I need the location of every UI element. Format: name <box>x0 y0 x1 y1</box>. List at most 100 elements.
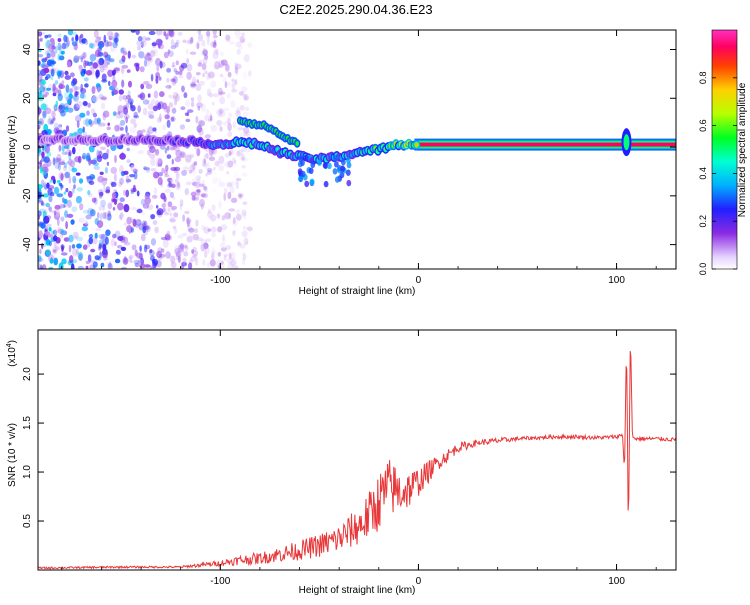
speckle-point <box>147 126 154 135</box>
speckle-point <box>158 172 163 177</box>
speckle-point <box>70 219 75 225</box>
speckle-point <box>60 173 64 181</box>
speckle-point <box>38 191 42 199</box>
speckle-point <box>133 123 137 128</box>
speckle-point <box>75 34 79 42</box>
speckle-point <box>94 218 100 225</box>
speckle-point <box>72 248 78 257</box>
speckle-point <box>48 206 53 213</box>
speckle-point <box>236 124 243 131</box>
speckle-point <box>179 124 185 130</box>
speckle-point <box>203 154 206 161</box>
speckle-point <box>57 218 60 227</box>
speckle-point <box>166 154 172 160</box>
speckle-point <box>222 76 227 83</box>
speckle-point <box>72 146 76 155</box>
speckle-point <box>200 243 205 252</box>
smear-blob <box>345 169 351 176</box>
speckle-point <box>45 73 51 79</box>
speckle-point <box>234 63 242 70</box>
branch-blob-core <box>295 141 300 146</box>
speckle-point <box>213 48 219 54</box>
speckle-point <box>174 146 180 152</box>
speckle-point <box>85 214 92 220</box>
speckle-point <box>40 116 46 121</box>
colorbar-tick-label: 0.2 <box>698 215 708 228</box>
speckle-point <box>155 57 161 67</box>
spectrogram-y-axis-label: Frequency (Hz) <box>7 116 18 185</box>
speckle-point <box>71 166 75 171</box>
speckle-point <box>46 151 52 157</box>
speckle-point <box>94 255 100 261</box>
speckle-point <box>58 144 62 152</box>
speckle-point <box>198 80 206 86</box>
speckle-point <box>82 223 88 227</box>
speckle-point <box>234 78 238 86</box>
speckle-point <box>201 162 208 168</box>
speckle-point <box>90 159 97 165</box>
speckle-point <box>176 181 181 188</box>
speckle-point <box>163 51 169 59</box>
speckle-point <box>190 97 195 102</box>
speckle-point <box>225 81 231 87</box>
speckle-point <box>206 262 211 268</box>
speckle-point <box>93 117 98 125</box>
smear-blob <box>341 159 346 166</box>
speckle-point <box>171 77 177 86</box>
speckle-point <box>197 33 204 42</box>
speckle-point <box>245 241 249 245</box>
speckle-point <box>177 31 183 36</box>
speckle-point <box>218 200 223 209</box>
speckle-point <box>231 83 236 89</box>
speckle-point <box>45 215 52 220</box>
speckle-point <box>121 55 126 63</box>
speckle-point <box>182 232 187 237</box>
speckle-point <box>144 224 151 233</box>
speckle-point <box>175 251 182 258</box>
speckle-point <box>60 184 64 189</box>
speckle-point <box>168 50 174 57</box>
speckle-point <box>53 122 59 131</box>
speckle-point <box>175 93 180 102</box>
speckle-point <box>156 30 163 36</box>
speckle-point <box>195 83 202 92</box>
speckle-point <box>43 156 50 164</box>
snr-line <box>38 351 676 570</box>
speckle-point <box>128 226 132 235</box>
speckle-point <box>196 40 201 49</box>
speckle-point <box>75 91 80 96</box>
speckle-point <box>83 77 89 82</box>
speckle-point <box>93 30 99 39</box>
speckle-point <box>151 171 155 176</box>
speckle-point <box>38 195 42 203</box>
speckle-point <box>223 255 227 261</box>
speckle-point <box>134 249 138 257</box>
speckle-point <box>96 149 100 158</box>
speckle-point <box>172 95 176 100</box>
speckle-point <box>231 78 235 83</box>
speckle-point <box>223 192 226 201</box>
speckle-point <box>111 91 115 97</box>
speckle-point <box>43 234 47 242</box>
speckle-point <box>188 37 193 46</box>
speckle-point <box>167 207 171 213</box>
speckle-point <box>231 79 235 86</box>
speckle-point <box>151 194 158 199</box>
speckle-point <box>239 36 246 44</box>
speckle-point <box>46 87 52 91</box>
speckle-point <box>63 162 67 168</box>
speckle-point <box>56 179 61 184</box>
speckle-point <box>164 188 172 193</box>
speckle-point <box>197 237 204 242</box>
speckle-point <box>239 154 246 161</box>
speckle-point <box>210 214 217 222</box>
speckle-point <box>238 91 245 96</box>
speckle-point <box>111 192 117 199</box>
speckle-point <box>195 115 199 124</box>
speckle-point <box>238 194 243 200</box>
snr-frame <box>37 329 677 571</box>
speckle-point <box>125 116 129 124</box>
speckle-point <box>57 163 61 171</box>
speckle-point <box>43 182 47 189</box>
snr-x-tick-label: 0 <box>416 576 422 587</box>
